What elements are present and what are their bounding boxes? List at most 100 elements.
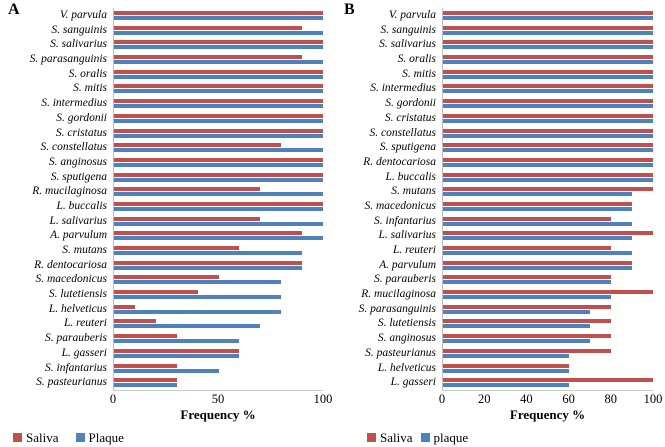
bar-plaque xyxy=(443,60,653,65)
bar-group xyxy=(113,8,323,23)
bar-group xyxy=(442,257,653,273)
bar-group xyxy=(442,52,653,67)
species-row: R. mucilaginosa xyxy=(0,184,323,199)
bar-plaque xyxy=(114,89,323,94)
bar-saliva xyxy=(114,55,303,60)
species-row: S. parasanguinis xyxy=(0,52,323,67)
x-tick-label: 100 xyxy=(643,391,663,406)
bar-group xyxy=(442,272,653,288)
bar-saliva xyxy=(443,84,653,89)
x-tick-label: 100 xyxy=(313,391,333,406)
species-row: L. reuteri xyxy=(0,316,323,332)
species-label: L. gasseri xyxy=(61,346,107,359)
species-row: V. parvula xyxy=(0,8,323,23)
species-label: S. cristatus xyxy=(55,126,107,139)
bar-group xyxy=(442,375,653,390)
species-label: S. mitis xyxy=(402,67,436,80)
bar-saliva xyxy=(443,348,611,353)
bar-plaque xyxy=(114,383,177,388)
species-row: S. pasteurianus xyxy=(332,345,653,361)
species-row: S. constellatus xyxy=(0,140,323,155)
species-row: S. lutetiensis xyxy=(332,316,653,332)
bar-plaque xyxy=(114,309,282,314)
x-tick-label: 50 xyxy=(211,391,225,406)
species-label: S. lutetiensis xyxy=(377,317,436,330)
bar-group xyxy=(442,110,653,126)
bar-plaque xyxy=(443,236,632,241)
bar-plaque xyxy=(443,148,653,153)
species-row: S. constellatus xyxy=(332,125,653,141)
species-row: L. buccalis xyxy=(332,169,653,185)
bar-saliva xyxy=(443,99,653,104)
species-label: S. anginosus xyxy=(377,332,436,345)
bar-group xyxy=(113,22,323,38)
bar-saliva xyxy=(443,11,653,15)
bar-plaque xyxy=(114,221,323,226)
bar-saliva xyxy=(443,172,653,177)
bar-saliva xyxy=(114,69,323,74)
bar-plaque xyxy=(114,104,323,109)
bar-group xyxy=(442,37,653,53)
species-label: S. pasteurianus xyxy=(365,346,436,359)
bar-plaque xyxy=(443,265,632,270)
species-label: S. infantarius xyxy=(374,214,436,227)
panel-b-x-axis: 0 20 40 60 80 100 xyxy=(332,391,663,407)
species-row: A. parvulum xyxy=(332,257,653,273)
species-label: S. oralis xyxy=(397,53,436,66)
bar-group xyxy=(113,125,323,141)
bar-group xyxy=(442,184,653,199)
bar-saliva xyxy=(114,378,177,383)
species-label: V. parvula xyxy=(59,9,107,21)
species-label: S. oralis xyxy=(68,67,107,80)
legend-swatch xyxy=(367,433,376,443)
species-row: L. helveticus xyxy=(332,360,653,376)
bar-group xyxy=(442,169,653,185)
bar-group xyxy=(442,198,653,214)
bar-group xyxy=(442,66,653,82)
bar-group xyxy=(113,272,323,288)
bar-group xyxy=(442,125,653,141)
bar-saliva xyxy=(443,201,632,206)
bar-saliva xyxy=(114,187,261,192)
species-label: S. parasanguinis xyxy=(358,302,436,315)
bar-saliva xyxy=(443,25,653,30)
species-label: S. sputigena xyxy=(50,170,107,183)
bar-group xyxy=(442,287,653,302)
bar-group xyxy=(442,213,653,229)
bar-saliva xyxy=(443,319,611,324)
bar-saliva xyxy=(443,55,653,60)
species-row: S. sanguinis xyxy=(0,22,323,38)
bar-saliva xyxy=(443,260,632,265)
bar-group xyxy=(442,81,653,97)
bar-saliva xyxy=(114,40,323,45)
species-label: A. parvulum xyxy=(50,229,107,242)
bar-plaque xyxy=(114,16,323,20)
bar-saliva xyxy=(443,304,611,309)
bar-plaque xyxy=(443,177,653,182)
species-label: L. salivarius xyxy=(378,229,436,242)
species-label: R. dentocariosa xyxy=(363,155,436,168)
bar-group xyxy=(442,316,653,332)
legend-swatch xyxy=(75,433,85,443)
species-row: S. anginosus xyxy=(332,331,653,346)
bar-saliva xyxy=(443,275,611,280)
species-row: S. oralis xyxy=(332,52,653,67)
bar-saliva xyxy=(114,216,261,221)
bar-plaque xyxy=(443,192,632,197)
bar-saliva xyxy=(114,334,177,339)
species-row: S. gordonii xyxy=(0,110,323,126)
bar-group xyxy=(113,110,323,126)
bar-plaque xyxy=(114,60,323,65)
bar-saliva xyxy=(443,143,653,148)
bar-group xyxy=(442,331,653,346)
bar-saliva xyxy=(443,40,653,45)
x-tick-label: 60 xyxy=(562,391,575,406)
species-label: S. gordonii xyxy=(385,97,436,110)
species-label: L. helveticus xyxy=(48,302,107,315)
bar-saliva xyxy=(443,231,653,236)
species-row: A. parvulum xyxy=(0,228,323,244)
bar-group xyxy=(113,37,323,53)
axis-spacer xyxy=(0,407,113,423)
bar-plaque xyxy=(443,383,569,388)
